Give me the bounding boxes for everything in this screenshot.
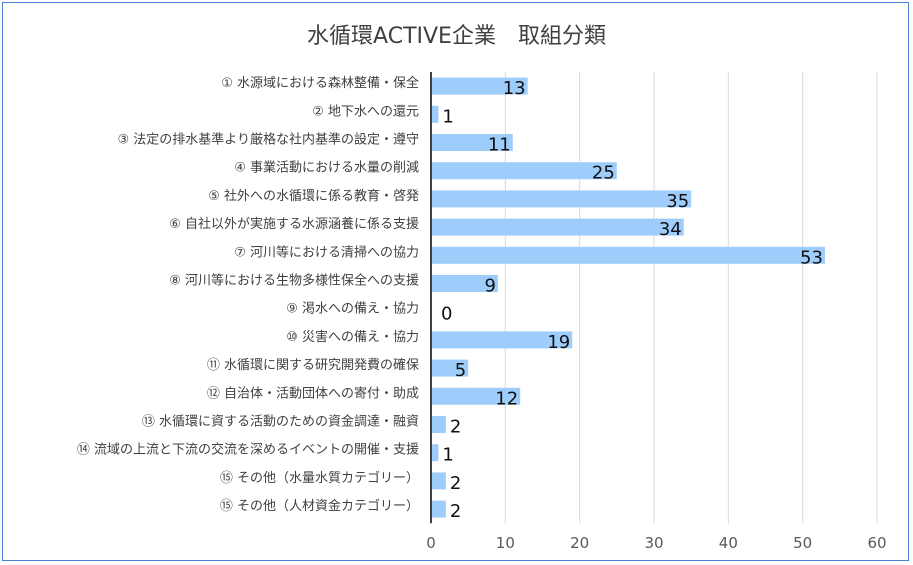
- category-label: ⑧ 河川等における生物多様性保全への支援: [169, 273, 419, 289]
- bar: [431, 500, 446, 518]
- bar: [431, 246, 825, 264]
- chart-title: 水循環ACTIVE企業 取組分類: [307, 24, 606, 49]
- data-label: 25: [592, 163, 615, 184]
- bar: [431, 472, 446, 490]
- category-label: ⑬ 水循環に資する活動のための資金調達・融資: [142, 414, 419, 430]
- data-label: 2: [450, 473, 461, 494]
- category-label: ⑦ 河川等における清掃への協力: [234, 244, 419, 260]
- bar: [431, 331, 573, 349]
- data-label: 2: [450, 501, 461, 522]
- category-label: ⑩ 災害への備え・協力: [286, 329, 419, 345]
- x-tick-label: 0: [426, 534, 436, 552]
- category-label: ⑫ 自治体・活動団体への寄付・助成: [207, 385, 419, 401]
- data-label: 13: [503, 78, 526, 99]
- category-label: ⑨ 渇水への備え・協力: [286, 301, 419, 317]
- bar: [431, 416, 446, 433]
- data-label: 53: [800, 247, 823, 268]
- bar: [431, 77, 528, 95]
- category-label: ⑪ 水循環に関する研究開発費の確保: [207, 357, 419, 373]
- data-label: 35: [666, 191, 689, 212]
- data-label: 11: [488, 135, 511, 156]
- data-label: 1: [442, 445, 453, 466]
- category-label: ⑮ その他（人材資金カテゴリー）: [220, 498, 419, 514]
- bar: [431, 105, 439, 123]
- bar: [431, 387, 521, 405]
- bar: [431, 218, 684, 236]
- category-label: ⑤ 社外への水循環に係る教育・啓発: [208, 188, 419, 204]
- bar: [431, 444, 439, 462]
- data-label: 9: [484, 276, 495, 297]
- data-label: 0: [441, 304, 452, 325]
- data-label: 34: [659, 219, 682, 240]
- data-label: 19: [547, 332, 570, 353]
- category-label: ⑭ 流域の上流と下流の交流を深めるイベントの開催・支援: [77, 442, 419, 458]
- x-tick-label: 20: [570, 534, 589, 552]
- category-label: ⑥ 自社以外が実施する水源涵養に係る支援: [169, 216, 419, 232]
- category-label: ② 地下水への還元: [312, 104, 419, 119]
- data-label: 5: [455, 360, 466, 381]
- category-label: ⑮ その他（水量水質カテゴリー）: [220, 470, 419, 486]
- x-tick-label: 50: [793, 534, 812, 552]
- x-tick-label: 30: [644, 534, 663, 552]
- data-label: 2: [450, 417, 461, 438]
- x-tick-label: 10: [496, 534, 515, 552]
- bar: [431, 162, 617, 180]
- data-label: 1: [442, 106, 453, 127]
- category-label: ① 水源域における森林整備・保全: [221, 75, 419, 91]
- bar: [431, 359, 469, 377]
- bar: [431, 190, 692, 208]
- bar: [431, 134, 513, 151]
- data-label: 12: [495, 388, 518, 409]
- bar: [431, 275, 498, 292]
- x-tick-label: 40: [719, 534, 738, 552]
- category-label: ③ 法定の排水基準より厳格な社内基準の設定・遵守: [117, 132, 419, 148]
- category-label: ④ 事業活動における水量の削減: [234, 160, 419, 176]
- x-tick-label: 60: [867, 534, 886, 552]
